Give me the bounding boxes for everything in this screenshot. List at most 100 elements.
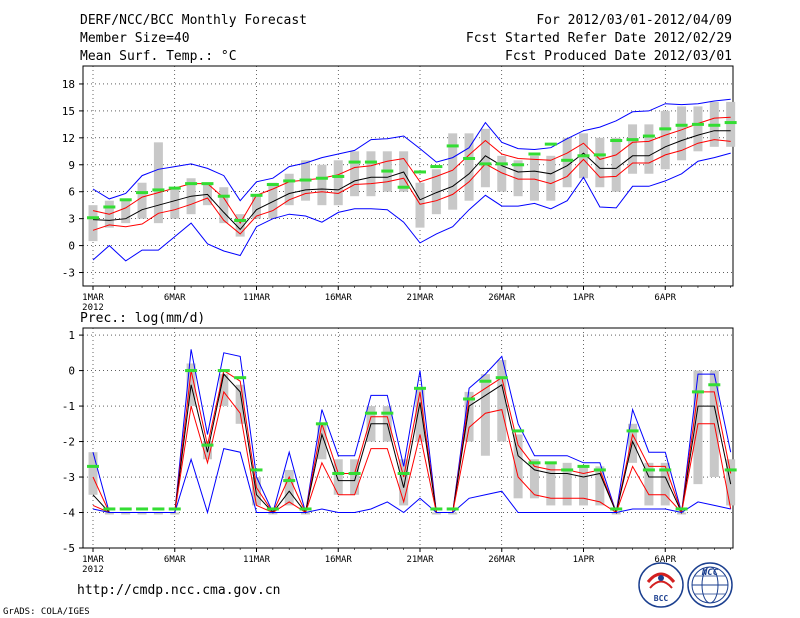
temp-series-upper [92, 116, 731, 225]
prec-spread-box [104, 512, 114, 515]
prec-observed-marker [364, 411, 377, 415]
prec-spread-box [546, 462, 556, 506]
prec-observed-marker [724, 468, 737, 472]
prec-spread-box [480, 374, 490, 456]
temp-observed-marker [283, 179, 296, 183]
temp-xtick-label: 1MAR [82, 293, 104, 303]
precipitation-panel-title: Prec.: log(mm/d) [80, 311, 205, 326]
prec-ytick-label: -1 [62, 400, 75, 413]
temp-observed-marker [348, 160, 361, 164]
temp-series-min [92, 152, 731, 262]
temp-observed-marker [119, 198, 132, 202]
temp-xtick-label: 6MAR [164, 293, 186, 303]
prec-observed-marker [528, 461, 541, 465]
temp-spread-box [317, 164, 327, 206]
temp-ytick-label: 9 [68, 159, 75, 172]
temp-observed-marker [87, 216, 99, 220]
prec-ytick-label: -5 [62, 542, 75, 555]
prec-spread-box [137, 512, 147, 515]
prec-observed-marker [495, 376, 508, 380]
prec-observed-marker [168, 507, 181, 511]
bcc-logo-text: BCC [654, 594, 669, 603]
temp-xtick-label: 1APR [573, 293, 595, 303]
prec-xtick-label: 16MAR [325, 555, 353, 565]
temp-observed-marker [691, 122, 704, 126]
temp-spread-box [529, 155, 539, 201]
temp-observed-marker [397, 185, 410, 189]
temp-observed-marker [577, 154, 590, 158]
temp-spread-box [611, 137, 621, 192]
temp-year-label: 2012 [82, 303, 104, 313]
prec-series-lower [92, 390, 732, 514]
prec-spread-box [121, 512, 131, 515]
temp-spread-box [137, 182, 147, 219]
temp-observed-marker [528, 152, 541, 156]
temp-observed-marker [315, 176, 328, 180]
temp-spread-box [497, 155, 507, 192]
temp-spread-box [677, 106, 687, 161]
temp-spread-box [235, 214, 245, 237]
prec-year-label: 2012 [82, 565, 104, 575]
source-url[interactable]: http://cmdp.ncc.cma.gov.cn [77, 583, 281, 598]
temp-observed-marker [446, 144, 459, 148]
prec-spread-box [350, 459, 360, 495]
temp-observed-marker [299, 178, 312, 182]
temp-spread-box [170, 187, 180, 219]
prec-observed-marker [185, 369, 198, 373]
prec-observed-marker [544, 461, 557, 465]
temp-xtick-label: 11MAR [243, 293, 271, 303]
prec-observed-marker [691, 390, 704, 394]
temp-xtick-label: 16MAR [325, 293, 353, 303]
prec-series-mean [92, 373, 732, 515]
prec-series-min [92, 448, 731, 515]
prec-observed-marker [659, 468, 672, 472]
temp-ytick-label: 12 [62, 132, 75, 145]
temp-observed-marker [512, 163, 525, 167]
bcc-logo: BCC [638, 562, 684, 608]
temp-observed-marker [364, 160, 377, 164]
prec-spread-box [497, 359, 507, 442]
prec-observed-marker [708, 383, 721, 387]
prec-observed-marker [234, 376, 247, 380]
temp-observed-marker [642, 134, 655, 138]
temp-spread-box [644, 124, 654, 174]
temp-spread-box [660, 110, 670, 170]
prec-spread-box [284, 469, 294, 506]
temp-spread-box [366, 151, 376, 197]
prec-observed-marker [479, 379, 492, 383]
prec-observed-marker [463, 397, 476, 401]
prec-xtick-label: 1APR [573, 555, 595, 565]
temp-spread-box [464, 133, 474, 201]
prec-observed-marker [119, 507, 132, 511]
temp-spread-box [546, 155, 556, 201]
prec-spread-box [579, 466, 588, 506]
prec-observed-marker [152, 507, 165, 511]
prec-observed-marker [512, 429, 525, 433]
temp-observed-marker [430, 165, 443, 169]
prec-observed-marker [642, 468, 655, 472]
temp-spread-box [513, 160, 523, 197]
temp-observed-marker [479, 162, 492, 166]
ncc-logo-text: NCC [701, 568, 719, 578]
grads-credit: GrADS: COLA/IGES [3, 607, 90, 617]
temp-observed-marker [675, 123, 688, 127]
prec-spread-box [170, 512, 180, 515]
temp-observed-marker [152, 188, 165, 192]
temp-ytick-label: 18 [62, 78, 75, 91]
prec-xtick-label: 11MAR [243, 555, 271, 565]
temp-spread-box [268, 182, 278, 219]
prec-observed-marker [397, 471, 410, 475]
prec-observed-marker [561, 468, 574, 472]
prec-observed-marker [414, 386, 426, 390]
prec-spread-box [529, 459, 539, 499]
temp-ytick-label: 0 [68, 240, 75, 253]
temp-spread-box [480, 128, 490, 188]
temp-observed-marker [381, 169, 394, 173]
temp-ytick-label: -3 [62, 267, 75, 280]
temp-observed-marker [463, 156, 476, 160]
temp-observed-marker [266, 183, 279, 187]
prec-observed-marker [381, 411, 394, 415]
prec-observed-marker [593, 468, 606, 472]
prec-observed-marker [430, 507, 443, 511]
